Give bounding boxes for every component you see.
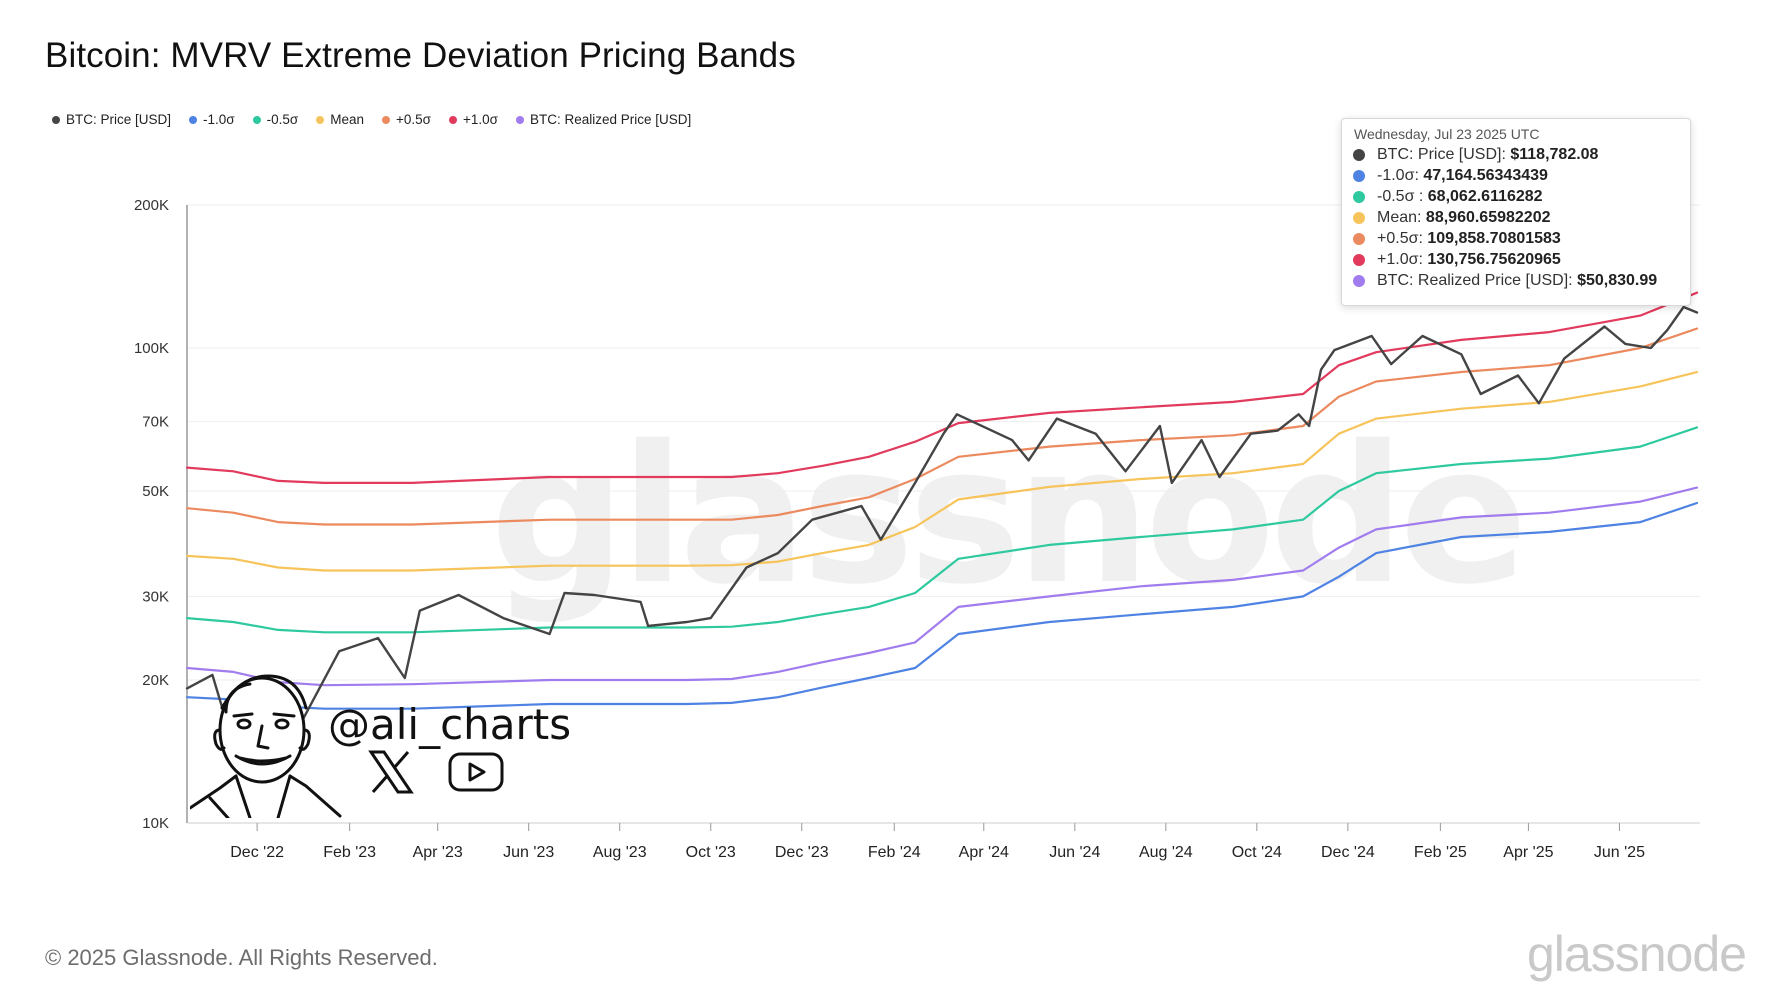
legend-dot bbox=[316, 115, 325, 124]
x-tick-label: Dec '23 bbox=[775, 844, 829, 861]
x-tick-label: Jun '23 bbox=[503, 844, 554, 861]
brand-logo: glassnode bbox=[1527, 926, 1747, 982]
x-tick-label: Feb '24 bbox=[868, 844, 921, 861]
series-line-0-5sigma bbox=[185, 327, 1699, 526]
author-handle: @ali_charts bbox=[328, 700, 572, 749]
series-line-1-0sigma bbox=[185, 501, 1699, 710]
legend-label: BTC: Realized Price [USD] bbox=[529, 112, 692, 127]
chart-legend: BTC: Price [USD] -1.0σ -0.5σ Mean +0.5σ … bbox=[52, 112, 691, 127]
tooltip-dot bbox=[1353, 212, 1365, 224]
legend-dot bbox=[52, 115, 60, 124]
x-tick-label: Oct '24 bbox=[1232, 844, 1282, 861]
legend-label: BTC: Price [USD] bbox=[66, 112, 172, 127]
series-line-btc-price-usd bbox=[185, 305, 1699, 721]
tooltip-label: -1.0σ: bbox=[1377, 167, 1424, 184]
avatar bbox=[190, 674, 342, 818]
y-tick-label: 100K bbox=[134, 340, 169, 357]
legend-item-plus-half-sigma[interactable]: +0.5σ bbox=[382, 112, 431, 127]
tooltip-label: BTC: Price [USD]: bbox=[1377, 146, 1511, 163]
tooltip-value: $118,782.08 bbox=[1510, 146, 1599, 163]
tooltip-date: Wednesday, Jul 23 2025 UTC bbox=[1354, 126, 1540, 142]
y-tick-label: 70K bbox=[142, 414, 169, 431]
social-links bbox=[368, 750, 504, 794]
tooltip-row: BTC: Price [USD]: $118,782.08 bbox=[1353, 146, 1598, 164]
legend-dot bbox=[449, 115, 457, 124]
axes: 10K 20K 30K 50K 70K 100K 200K Dec '22 Feb '23 Apr… bbox=[134, 197, 1700, 861]
x-tick-label: Apr '25 bbox=[1503, 844, 1553, 861]
x-tick-label: Feb '25 bbox=[1414, 844, 1467, 861]
tooltip-row: BTC: Realized Price [USD]: $50,830.99 bbox=[1353, 272, 1657, 290]
tooltip-label: Mean: bbox=[1377, 209, 1426, 226]
tooltip-value: 47,164.56343439 bbox=[1423, 167, 1548, 184]
copyright-text: © 2025 Glassnode. All Rights Reserved. bbox=[45, 945, 438, 970]
x-icon[interactable] bbox=[368, 750, 414, 794]
tooltip-value: 88,960.65982202 bbox=[1425, 209, 1551, 226]
page-title: Bitcoin: MVRV Extreme Deviation Pricing … bbox=[45, 36, 796, 75]
x-tick-label: Dec '22 bbox=[230, 844, 284, 861]
tooltip-row: +0.5σ: 109,858.70801583 bbox=[1353, 230, 1561, 248]
tooltip-label: BTC: Realized Price [USD]: bbox=[1377, 272, 1578, 289]
legend-label: Mean bbox=[330, 112, 365, 127]
tooltip-value: 109,858.70801583 bbox=[1427, 230, 1561, 247]
tooltip-dot bbox=[1353, 233, 1365, 245]
series-line-mean bbox=[185, 371, 1699, 572]
tooltip-dot bbox=[1353, 170, 1365, 182]
y-tick-label: 30K bbox=[142, 588, 169, 605]
legend-item-minus-1-sigma[interactable]: -1.0σ bbox=[189, 112, 235, 127]
y-tick-label: 10K bbox=[142, 815, 169, 832]
legend-item-mean[interactable]: Mean bbox=[316, 112, 364, 127]
tooltip-label: -0.5σ : bbox=[1377, 188, 1428, 205]
legend-item-minus-half-sigma[interactable]: -0.5σ bbox=[252, 112, 299, 127]
legend-dot bbox=[252, 115, 261, 124]
legend-dot bbox=[382, 115, 391, 124]
tooltip-value: $50,830.99 bbox=[1577, 272, 1658, 289]
tooltip-dot bbox=[1353, 254, 1365, 266]
series-line-1-0sigma bbox=[185, 291, 1699, 484]
tooltip-dot bbox=[1353, 149, 1365, 161]
tooltip-row: Mean: 88,960.65982202 bbox=[1353, 209, 1551, 227]
legend-item-plus-1-sigma[interactable]: +1.0σ bbox=[449, 112, 498, 127]
x-tick-label: Aug '24 bbox=[1139, 844, 1193, 861]
x-tick-label: Jun '24 bbox=[1049, 844, 1100, 861]
legend-label: +1.0σ bbox=[463, 112, 498, 127]
tooltip-value: 130,756.75620965 bbox=[1427, 251, 1561, 268]
legend-dot bbox=[515, 115, 524, 124]
y-tick-label: 200K bbox=[134, 197, 169, 214]
tooltip-label: +1.0σ: bbox=[1377, 251, 1428, 268]
x-tick-label: Dec '24 bbox=[1321, 844, 1375, 861]
legend-label: +0.5σ bbox=[396, 112, 431, 127]
y-tick-label: 20K bbox=[142, 672, 169, 689]
x-tick-label: Jun '25 bbox=[1594, 844, 1645, 861]
tooltip-row: -1.0σ: 47,164.56343439 bbox=[1353, 167, 1548, 185]
tooltip-row: -0.5σ : 68,062.6116282 bbox=[1353, 188, 1543, 206]
tooltip-label: +0.5σ: bbox=[1377, 230, 1428, 247]
youtube-icon[interactable] bbox=[448, 752, 504, 792]
tooltip-dot bbox=[1353, 275, 1365, 287]
x-tick-label: Apr '23 bbox=[413, 844, 463, 861]
legend-label: -0.5σ bbox=[266, 112, 299, 127]
series-lines bbox=[185, 291, 1699, 721]
legend-item-btc-price[interactable]: BTC: Price [USD] bbox=[52, 112, 171, 127]
legend-dot bbox=[189, 115, 198, 124]
series-line-btc-realized-price-usd bbox=[185, 486, 1699, 687]
x-tick-label: Feb '23 bbox=[323, 844, 376, 861]
tooltip-value: 68,062.6116282 bbox=[1427, 188, 1543, 205]
legend-label: -1.0σ bbox=[203, 112, 235, 127]
tooltip-dot bbox=[1353, 191, 1365, 203]
hover-tooltip: Wednesday, Jul 23 2025 UTC BTC: Price [U… bbox=[1341, 118, 1691, 306]
x-tick-label: Aug '23 bbox=[593, 844, 647, 861]
legend-item-realized-price[interactable]: BTC: Realized Price [USD] bbox=[515, 112, 692, 127]
x-tick-label: Oct '23 bbox=[686, 844, 736, 861]
tooltip-row: +1.0σ: 130,756.75620965 bbox=[1353, 251, 1561, 269]
y-tick-label: 50K bbox=[142, 483, 169, 500]
series-line-0-5sigma bbox=[185, 426, 1699, 634]
x-tick-label: Apr '24 bbox=[959, 844, 1009, 861]
